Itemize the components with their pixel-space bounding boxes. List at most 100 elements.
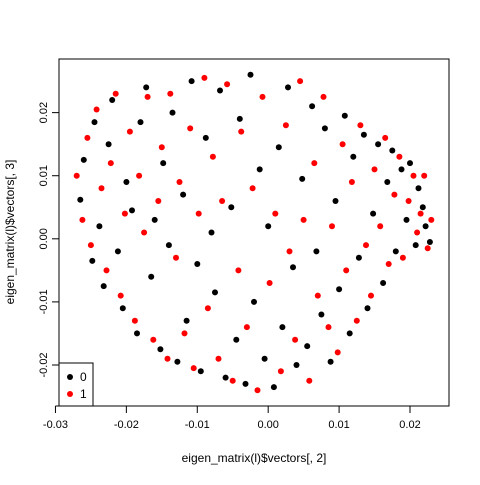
point-series-1-46 [297, 78, 304, 85]
point-series-0-33 [233, 336, 240, 343]
point-series-1-0 [73, 172, 80, 179]
point-series-0-40 [265, 223, 272, 230]
point-series-0-23 [183, 317, 190, 324]
point-series-0-36 [247, 71, 254, 78]
point-series-1-20 [167, 90, 174, 97]
point-series-1-37 [249, 185, 256, 192]
point-series-1-31 [219, 198, 226, 204]
y-tick-label: -0.01 [38, 289, 50, 314]
point-series-1-27 [201, 74, 208, 81]
point-series-1-72 [417, 210, 424, 217]
point-series-1-50 [314, 292, 321, 299]
point-series-1-12 [131, 317, 138, 324]
point-series-0-5 [100, 283, 107, 290]
point-series-0-75 [426, 239, 433, 245]
point-series-0-31 [222, 374, 229, 381]
point-series-0-15 [148, 273, 155, 280]
point-series-1-38 [254, 387, 261, 394]
point-series-1-69 [405, 198, 412, 204]
point-series-1-15 [144, 93, 151, 100]
point-series-0-39 [261, 355, 268, 362]
point-series-1-10 [121, 210, 128, 217]
point-series-1-19 [164, 355, 171, 362]
point-series-1-6 [103, 267, 110, 274]
point-series-1-63 [377, 223, 384, 230]
point-series-1-24 [187, 125, 194, 132]
point-series-0-60 [360, 131, 367, 138]
point-series-1-49 [311, 160, 318, 167]
point-series-0-7 [109, 97, 116, 103]
point-series-0-66 [389, 147, 396, 154]
point-series-0-26 [197, 368, 204, 375]
point-series-0-14 [143, 84, 150, 91]
point-series-0-45 [290, 264, 296, 271]
point-series-1-2 [84, 134, 91, 141]
point-series-1-60 [363, 242, 369, 249]
y-axis: -0.02 -0.01 0.00 0.01 0.02 [38, 102, 60, 378]
point-series-0-13 [137, 119, 144, 126]
point-series-0-20 [169, 109, 176, 116]
point-series-1-48 [306, 377, 313, 384]
point-series-0-4 [96, 223, 103, 230]
point-series-1-75 [428, 216, 435, 223]
point-series-0-54 [332, 198, 339, 204]
y-tick-label: -0.02 [38, 352, 50, 377]
point-series-1-33 [229, 377, 236, 384]
point-series-1-7 [107, 160, 114, 167]
point-series-1-9 [117, 292, 124, 299]
point-series-0-58 [350, 153, 357, 160]
point-series-1-16 [150, 336, 157, 343]
point-series-1-41 [272, 210, 279, 217]
point-series-1-35 [238, 128, 245, 135]
point-series-0-27 [202, 134, 209, 141]
point-series-0-17 [157, 346, 164, 353]
point-series-0-16 [151, 216, 158, 223]
point-series-1-52 [325, 324, 332, 331]
point-series-1-70 [410, 172, 417, 179]
point-series-1-71 [414, 229, 421, 236]
point-series-1-74 [424, 245, 431, 252]
point-series-1-30 [215, 355, 222, 362]
point-series-0-69 [403, 216, 410, 223]
point-series-0-34 [236, 115, 243, 122]
x-tick-label: 0.00 [257, 419, 278, 431]
y-tick-label: 0.02 [38, 102, 50, 123]
point-series-1-14 [141, 229, 148, 236]
point-series-0-59 [355, 254, 362, 261]
point-series-0-37 [251, 298, 257, 305]
point-series-0-19 [165, 242, 172, 249]
point-series-1-39 [259, 93, 266, 100]
point-series-1-57 [348, 179, 355, 185]
point-series-0-71 [412, 242, 419, 249]
point-series-0-41 [270, 384, 277, 391]
point-series-1-42 [277, 368, 284, 375]
point-series-1-47 [300, 216, 307, 223]
point-series-1-13 [136, 172, 143, 179]
point-series-1-73 [421, 172, 428, 179]
point-series-1-8 [112, 90, 119, 97]
point-series-0-38 [256, 166, 263, 173]
point-series-1-34 [235, 267, 242, 274]
point-series-0-28 [208, 229, 215, 236]
point-series-0-65 [384, 179, 391, 185]
point-series-1-28 [204, 305, 211, 312]
point-series-0-67 [392, 248, 399, 255]
point-series-1-36 [243, 324, 250, 331]
point-series-0-52 [321, 125, 328, 132]
point-series-0-2 [89, 257, 96, 264]
point-series-0-21 [174, 358, 181, 365]
legend: 0 1 [58, 362, 94, 407]
point-series-0-48 [304, 343, 311, 350]
legend-label-1: 1 [80, 387, 87, 401]
point-series-0-64 [380, 280, 387, 286]
point-series-0-56 [341, 112, 348, 119]
point-series-0-22 [180, 191, 187, 198]
point-series-0-70 [407, 160, 413, 167]
x-tick-label: -0.02 [114, 419, 139, 431]
x-tick-label: -0.01 [185, 419, 210, 431]
point-series-0-43 [279, 324, 286, 331]
x-tick-label: -0.03 [43, 419, 68, 431]
points-layer [73, 71, 435, 394]
